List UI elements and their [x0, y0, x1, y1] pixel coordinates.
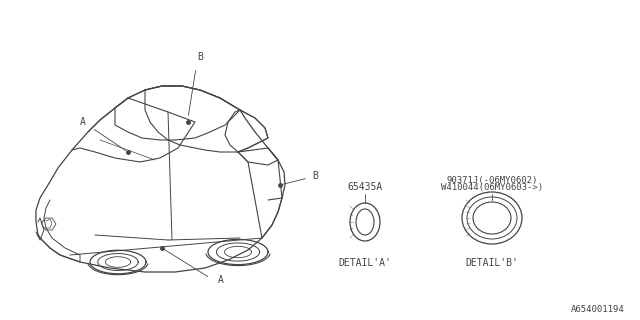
Text: 65435A: 65435A [348, 182, 383, 192]
Text: 90371J(-06MY0602): 90371J(-06MY0602) [446, 176, 538, 185]
Text: B: B [312, 171, 318, 181]
Text: A: A [218, 275, 224, 285]
Text: A: A [80, 117, 86, 127]
Text: A654001194: A654001194 [572, 305, 625, 314]
Text: B: B [197, 52, 203, 62]
Text: DETAIL'B': DETAIL'B' [465, 258, 518, 268]
Text: W410044(06MY0603->): W410044(06MY0603->) [441, 183, 543, 192]
Text: DETAIL'A': DETAIL'A' [339, 258, 392, 268]
